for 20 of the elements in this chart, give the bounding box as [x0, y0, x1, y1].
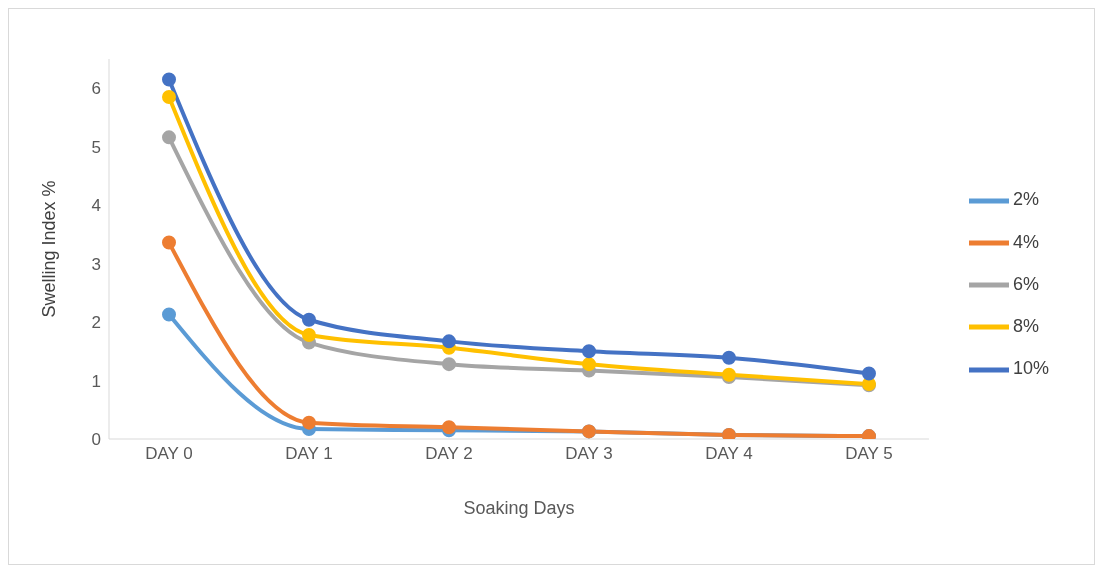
- y-tick-label: 2: [91, 313, 101, 333]
- x-axis-title: Soaking Days: [463, 498, 575, 518]
- legend-label: 2%: [1012, 189, 1039, 210]
- x-tick-label: DAY 0: [145, 444, 193, 464]
- legend-label: 10%: [1012, 358, 1049, 379]
- x-tick-label: DAY 4: [705, 444, 753, 464]
- y-tick-label: 3: [91, 254, 101, 274]
- y-tick-label: 0: [91, 430, 101, 450]
- x-tick-label: DAY 5: [845, 444, 893, 464]
- legend-label: 6%: [1012, 273, 1039, 294]
- x-tick-label: DAY 2: [425, 444, 473, 464]
- y-tick-label: 4: [91, 196, 101, 216]
- legend-label: 4%: [1012, 231, 1039, 252]
- x-tick-label: DAY 3: [565, 444, 613, 464]
- y-axis-title: Swelling Index %: [39, 180, 60, 318]
- y-tick-label: 6: [91, 79, 101, 99]
- y-tick-label: 1: [91, 371, 101, 391]
- y-tick-label: 5: [91, 137, 101, 157]
- x-tick-label: DAY 1: [285, 444, 333, 464]
- legend-label: 8%: [1012, 316, 1039, 337]
